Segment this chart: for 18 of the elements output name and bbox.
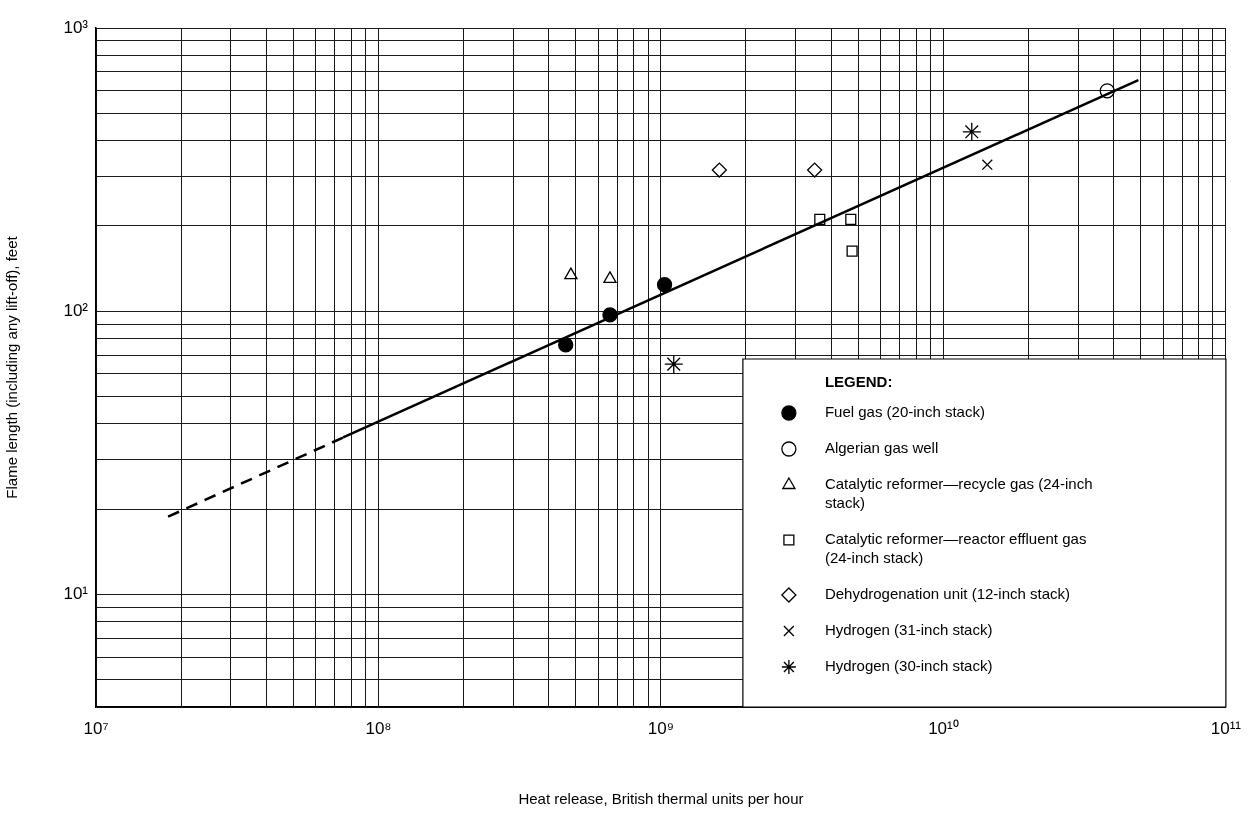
y-tick-label: 10³ xyxy=(63,17,89,37)
x-axis-title: Heat release, British thermal units per hour xyxy=(518,790,804,808)
legend-title: LEGEND: xyxy=(824,373,893,391)
x-tick-label: 10⁸ xyxy=(365,718,392,738)
y-tick-label: 10¹ xyxy=(63,584,89,604)
legend-label: Catalytic reformer—reactor effluent gas (24-inch stack) xyxy=(824,530,1087,567)
legend-label: Hydrogen (31-inch stack) xyxy=(824,621,993,639)
y-tick-label: 10² xyxy=(63,300,89,320)
y-axis-title: Flame length (including any lift-off), feet xyxy=(3,235,21,499)
legend-label: Algerian gas well xyxy=(824,439,939,457)
x-tick-label: 10¹⁰ xyxy=(928,718,959,738)
legend-label: Catalytic reformer—recycle gas (24-inch stack) xyxy=(824,475,1093,512)
legend-label: Hydrogen (30-inch stack) xyxy=(824,657,993,675)
x-tick-label: 10¹¹ xyxy=(1210,718,1242,738)
legend-label: Dehydrogenation unit (12-inch stack) xyxy=(824,585,1071,603)
x-tick-label: 10⁹ xyxy=(647,718,675,738)
x-tick-label: 10⁷ xyxy=(83,718,109,738)
legend-label: Fuel gas (20-inch stack) xyxy=(824,403,985,421)
